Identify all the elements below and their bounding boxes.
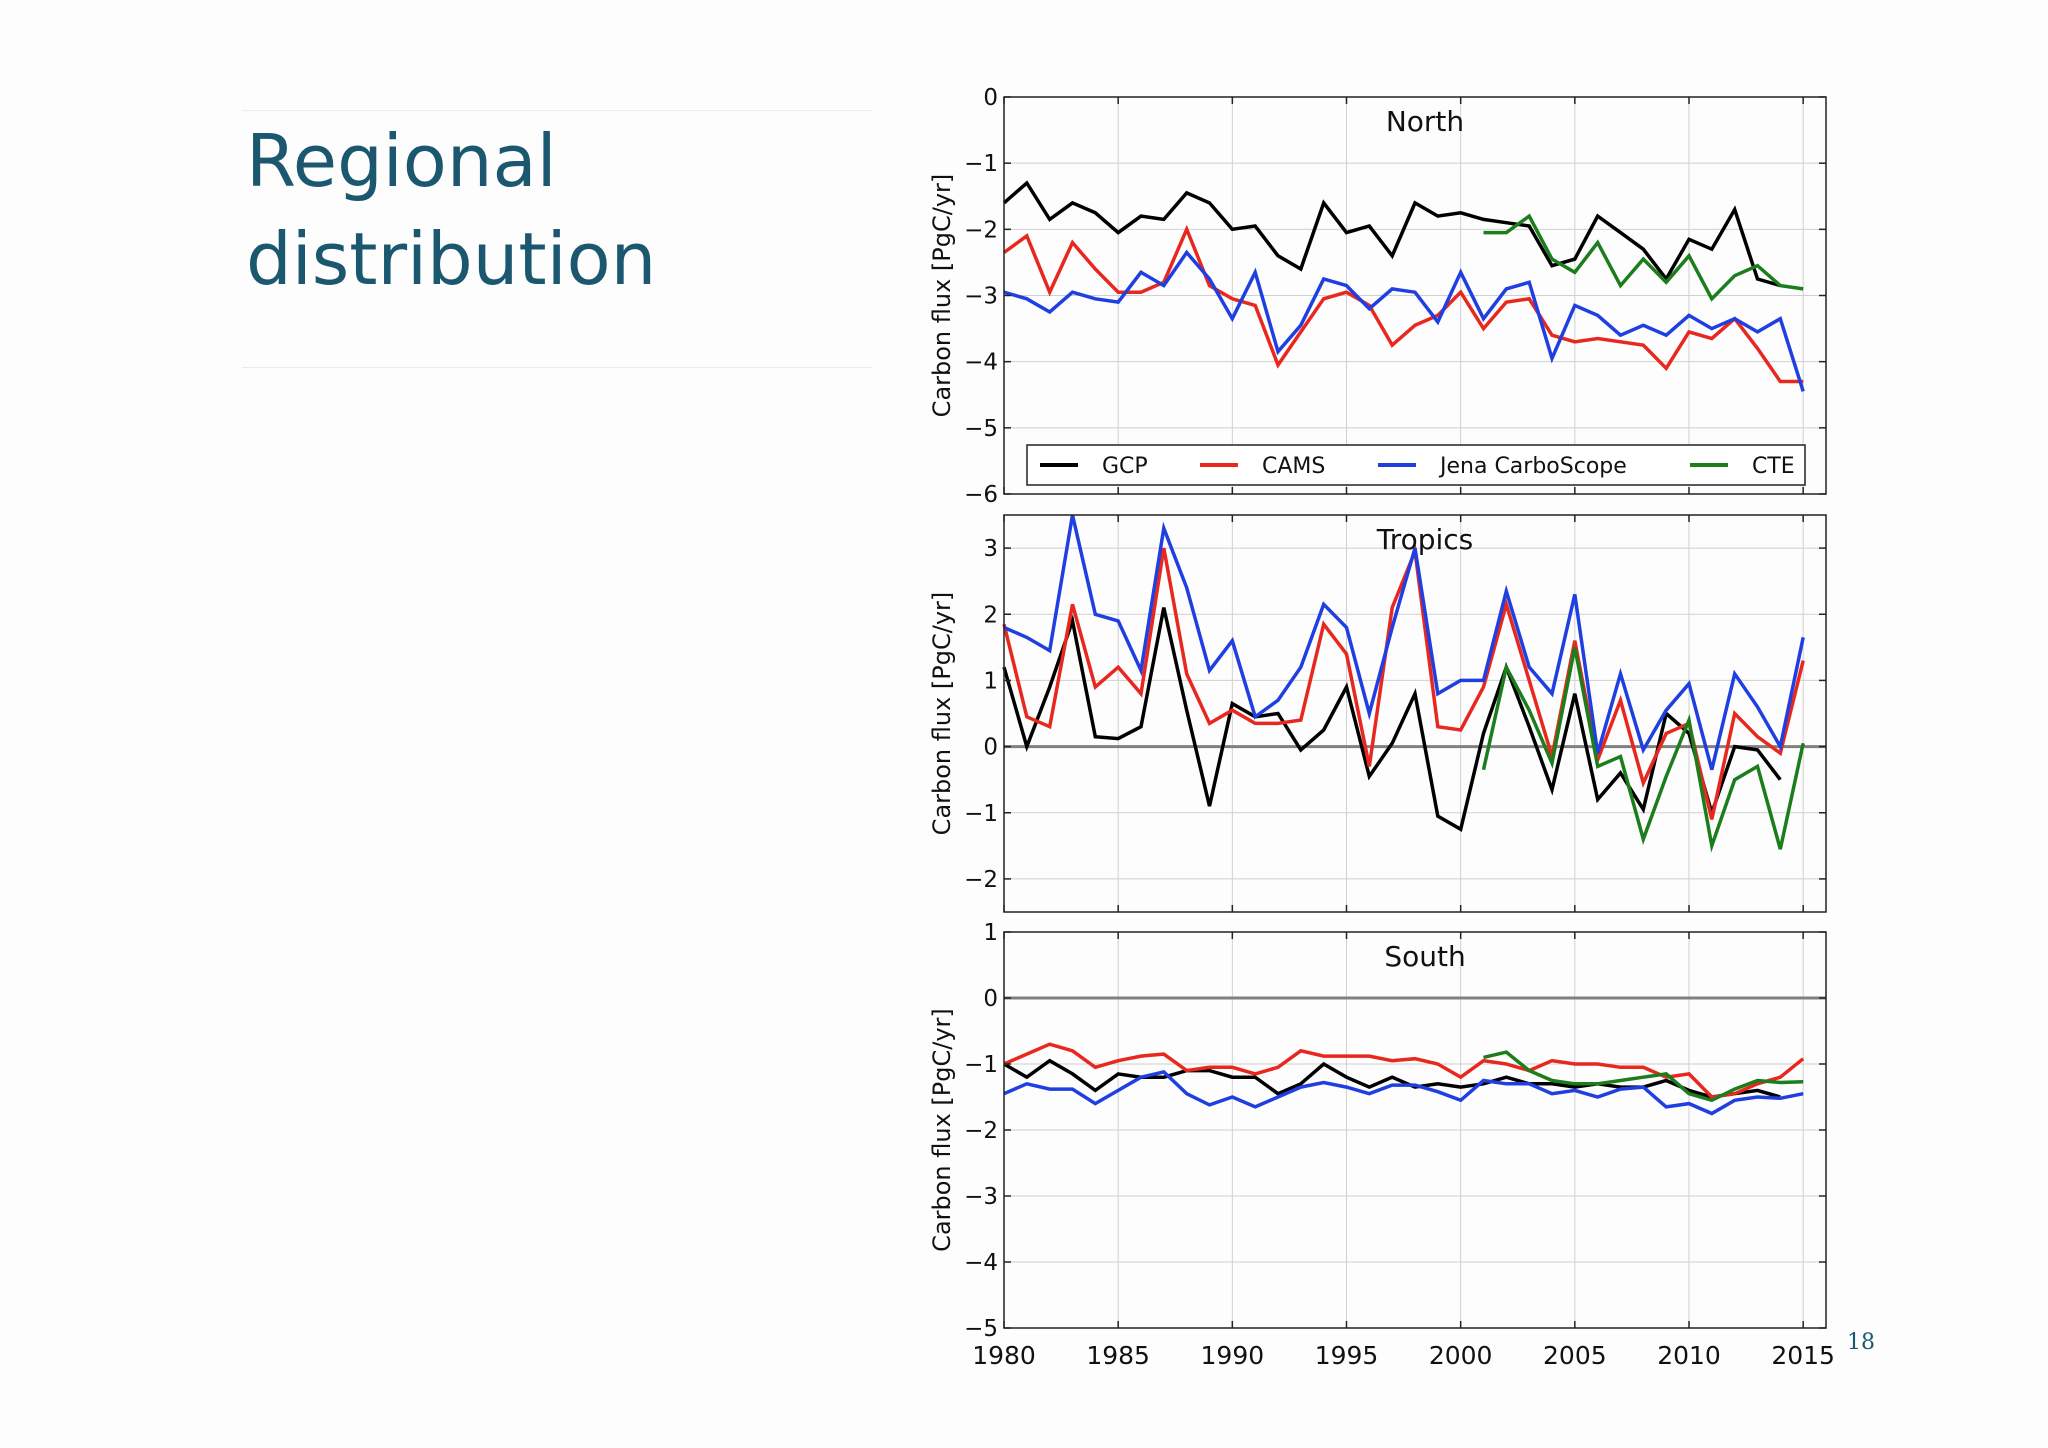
y-tick-label: −3: [964, 1184, 998, 1210]
series-line-jena-carboscope: [1003, 514, 1805, 771]
series-line-cte: [1483, 213, 1804, 302]
legend-label-jena-carboscope: Jena CarboScope: [1438, 454, 1627, 479]
y-tick-label: 0: [983, 735, 998, 761]
y-tick-label: −3: [964, 284, 998, 310]
legend: GCP CAMS Jena CarboScope CTE: [1026, 444, 1806, 486]
panel-tropics: 3 2 1 0 −1 −2 Tropics Carbon flux [PgC/yr]: [928, 514, 1827, 913]
series-line-gcp: [1002, 607, 1782, 832]
x-tick-label: 2000: [1429, 1341, 1493, 1370]
y-tick-label: 0: [983, 986, 998, 1012]
y-tick-label: 0: [983, 85, 998, 111]
slide-title-line-2: distribution: [246, 217, 657, 301]
series-line-jena-carboscope: [1003, 1069, 1804, 1116]
page-number: 18: [1847, 1330, 1875, 1355]
y-tick-label: −2: [964, 1118, 998, 1144]
y-tick-label: −6: [964, 482, 998, 508]
series-line-cams: [1002, 224, 1804, 384]
y-axis-label: Carbon flux [PgC/yr]: [928, 592, 956, 836]
legend-label-cams: CAMS: [1262, 454, 1325, 479]
legend-label-cte: CTE: [1752, 454, 1795, 479]
plot-frame: [1003, 514, 1827, 913]
y-tick-label: −2: [964, 217, 998, 243]
x-tick-label: 2015: [1771, 1341, 1835, 1370]
y-axis-label: Carbon flux [PgC/yr]: [928, 174, 956, 418]
title-divider-bottom: [242, 367, 872, 368]
y-tick-label: 1: [983, 920, 998, 946]
series-line-cams: [1002, 544, 1805, 820]
y-tick-label: 3: [983, 536, 998, 562]
series-line-gcp: [1003, 1058, 1781, 1099]
x-tick-label: 2010: [1657, 1341, 1721, 1370]
series-line-gcp: [1002, 180, 1781, 288]
series-line-cte: [1483, 1050, 1804, 1103]
y-tick-label: −1: [964, 801, 998, 827]
x-tick-label: 1995: [1315, 1341, 1379, 1370]
title-divider-top: [242, 110, 872, 111]
y-tick-label: −2: [964, 867, 998, 893]
panel-title: Tropics: [1376, 523, 1474, 556]
y-tick-label: −4: [964, 1250, 998, 1276]
y-tick-label: 1: [983, 668, 998, 694]
panel-title: South: [1384, 940, 1465, 973]
y-tick-label: −4: [964, 350, 998, 376]
panel-north: 0 −1 −2 −3 −4 −5 −6 North Carbon flux [PgC/yr] GC…: [928, 85, 1827, 508]
y-tick-label: −5: [964, 1316, 998, 1342]
x-tick-label: 1985: [1086, 1341, 1150, 1370]
y-axis-label: Carbon flux [PgC/yr]: [928, 1008, 956, 1252]
series-line-cte: [1481, 646, 1805, 853]
slide-title: Regional distribution: [246, 112, 866, 308]
x-tick-label: 1990: [1201, 1341, 1265, 1370]
series-line-jena-carboscope: [1003, 249, 1805, 392]
slide-title-line-1: Regional: [246, 119, 557, 203]
panel-title: North: [1386, 105, 1464, 138]
legend-label-gcp: GCP: [1102, 454, 1148, 479]
y-tick-label: −5: [964, 416, 998, 442]
y-tick-label: 2: [983, 602, 998, 628]
y-tick-label: −1: [964, 1052, 998, 1078]
y-tick-label: −1: [964, 151, 998, 177]
x-tick-label: 2005: [1543, 1341, 1607, 1370]
x-tick-label: 1980: [972, 1341, 1036, 1370]
